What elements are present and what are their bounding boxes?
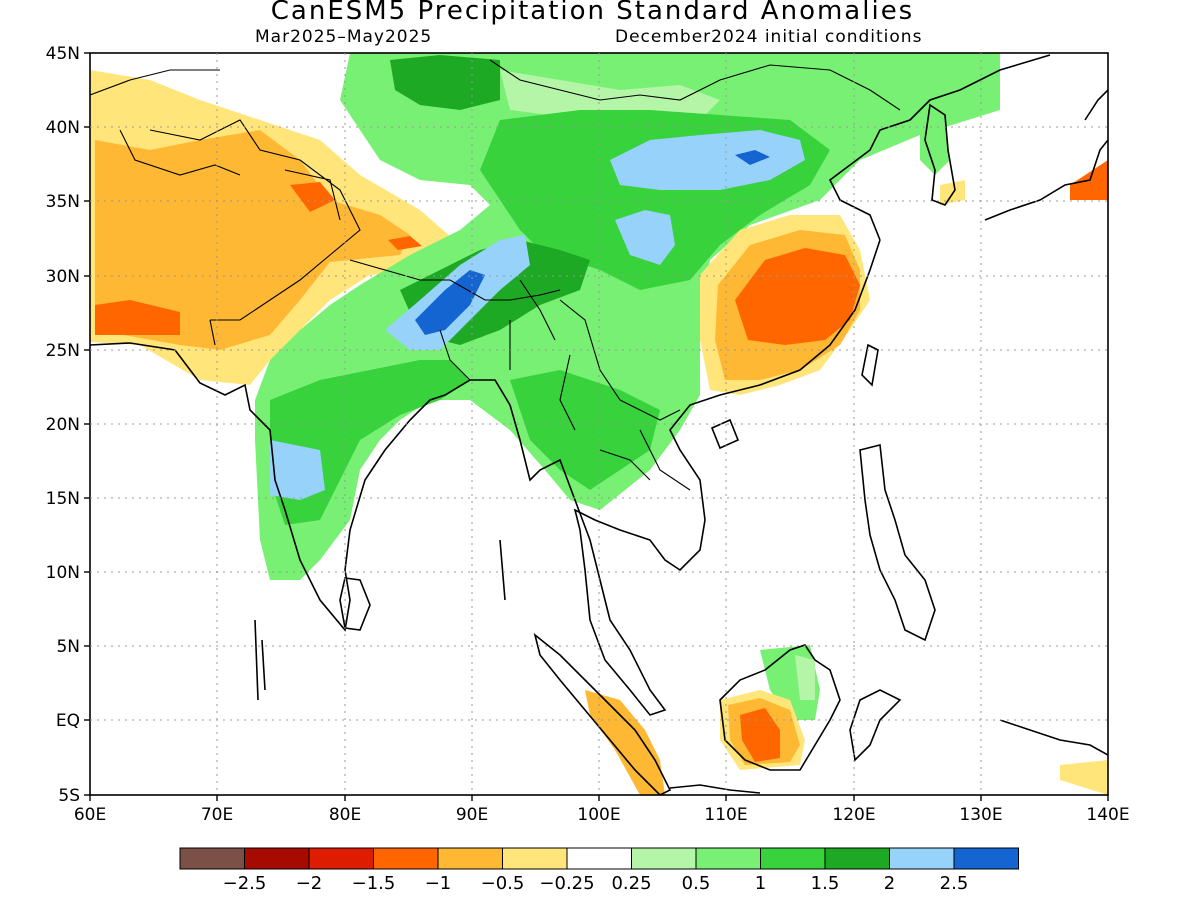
anomaly-region-north-india-dry: [388, 236, 422, 250]
lon-label: 140E: [1086, 805, 1129, 825]
lat-label: 35N: [46, 192, 80, 212]
initial-conditions: December2024 initial conditions: [615, 27, 923, 47]
colorbar-swatch: [760, 847, 826, 870]
lon-label: 130E: [959, 805, 1002, 825]
anomaly-region-mongolia-wet: [610, 130, 805, 190]
colorbar-label: −2.5: [223, 873, 267, 894]
colorbar-swatch: [889, 847, 955, 870]
anomaly-region-borneo-wet-light: [795, 655, 815, 700]
colorbar-label: −0.25: [539, 873, 594, 894]
lat-label: 30N: [46, 267, 80, 287]
philippines-coastline: [859, 444, 936, 642]
colorbar-swatch: [437, 847, 503, 870]
lat-label: 40N: [46, 118, 80, 138]
islands-outline: [254, 539, 506, 701]
page-title: CanESM5 Precipitation Standard Anomalies: [270, 0, 915, 26]
lat-label: 5N: [56, 637, 80, 657]
lon-label: 110E: [704, 805, 747, 825]
lon-label: 70E: [201, 805, 233, 825]
lat-label: 10N: [46, 563, 80, 583]
colorbar-swatch: [953, 847, 1019, 870]
colorbar-label: 0.25: [611, 873, 651, 894]
taiwan-coastline: [861, 343, 879, 387]
anomaly-fields: [90, 53, 1108, 795]
colorbar-label: 0.5: [682, 873, 711, 894]
lat-label: EQ: [56, 711, 80, 731]
lat-label: 45N: [46, 44, 80, 64]
colorbar-label: −1.5: [352, 873, 396, 894]
anomaly-region-new-guinea-dry: [1060, 760, 1108, 795]
sri-lanka-coastline: [339, 577, 371, 631]
lon-label: 120E: [832, 805, 875, 825]
anomaly-region-mongolia-very-wet: [735, 150, 770, 165]
new-guinea-coastline: [999, 719, 1108, 756]
colorbar-label: −1: [425, 873, 452, 894]
india-coastline: [90, 342, 511, 632]
anomaly-region-central-india-wet: [270, 440, 325, 500]
anomaly-region-borneo-very-dry: [740, 708, 780, 762]
anomaly-region-asia-wet: [255, 53, 1000, 580]
colorbar-swatch: [373, 847, 439, 870]
colorbar-swatch: [566, 847, 632, 870]
gridlines: [90, 53, 1108, 795]
anomaly-region-himalaya-very-wet: [415, 270, 485, 335]
lon-label: 90E: [456, 805, 488, 825]
lat-label: 15N: [46, 489, 80, 509]
japan-coastline: [984, 89, 1108, 221]
indochina-coastline: [509, 239, 881, 716]
anomaly-region-pakistan-dry: [95, 130, 410, 350]
colorbar-label: −0.5: [481, 873, 525, 894]
colorbar-label: 2: [884, 873, 895, 894]
coastlines: [90, 54, 1108, 795]
anomaly-region-se-china-very-dry: [735, 248, 860, 345]
lat-label: 25N: [46, 341, 80, 361]
colorbar-swatch: [502, 847, 568, 870]
colorbar-swatch: [695, 847, 761, 870]
lon-label: 60E: [74, 805, 106, 825]
colorbar-label: 1.5: [811, 873, 840, 894]
lat-axis: 45N 40N 35N 30N 25N 20N 15N 10N 5N EQ 5S: [46, 44, 80, 806]
colorbar: −2.5 −2 −1.5 −1 −0.5 −0.25 0.25 0.5 1 1.5 2 2.5: [179, 847, 1019, 894]
anomaly-region-nepal-dry: [290, 182, 335, 212]
sumatra-coastline: [533, 632, 672, 795]
sulawesi-coastline: [849, 689, 902, 762]
forecast-period: Mar2025–May2025: [255, 27, 433, 47]
anomaly-region-south-pakistan-dry: [95, 300, 180, 335]
colorbar-label: 1: [755, 873, 766, 894]
colorbar-label: −2: [296, 873, 323, 894]
colorbar-swatch: [824, 847, 890, 870]
china-coastline: [828, 54, 1051, 241]
colorbar-swatch: [244, 847, 310, 870]
anomaly-region-indochina-wet: [510, 370, 660, 490]
lon-label: 100E: [577, 805, 620, 825]
lon-axis: 60E 70E 80E 90E 100E 110E 120E 130E 140E: [74, 805, 1130, 825]
lat-label: 20N: [46, 415, 80, 435]
java-coastline: [669, 784, 761, 794]
lon-label: 80E: [329, 805, 361, 825]
borneo-coastline: [719, 644, 841, 771]
tick-marks: [84, 52, 1109, 801]
colorbar-swatch: [631, 847, 697, 870]
country-borders: [90, 59, 901, 491]
anomaly-region-sumatra-dry: [585, 690, 665, 795]
colorbar-swatch: [179, 847, 245, 870]
colorbar-label: 2.5: [940, 873, 969, 894]
lat-label: 5S: [58, 786, 80, 806]
colorbar-swatch: [308, 847, 374, 870]
anomaly-region-sichuan-wet: [615, 210, 675, 265]
hainan-coastline: [710, 418, 740, 450]
